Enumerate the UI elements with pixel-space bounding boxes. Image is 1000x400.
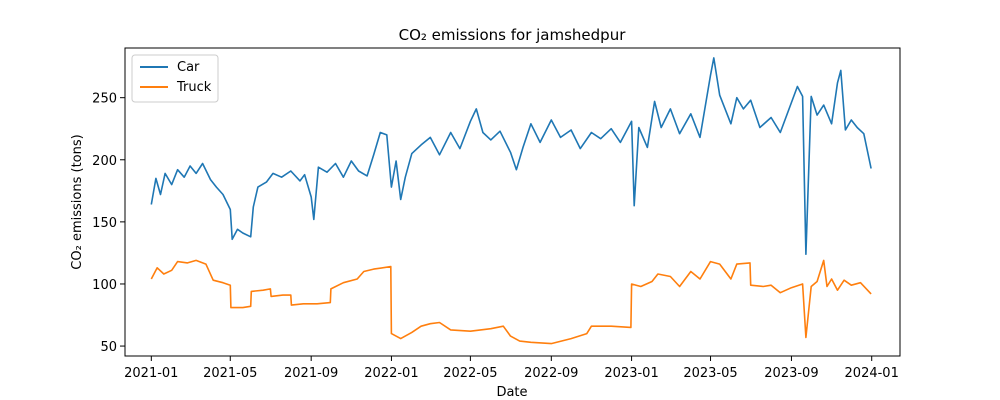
y-tick-label: 150 <box>92 216 117 231</box>
x-tick-label: 2023-09 <box>764 366 818 381</box>
x-tick-label: 2022-05 <box>443 366 497 381</box>
chart-title: CO₂ emissions for jamshedpur <box>399 26 627 44</box>
x-tick-label: 2023-05 <box>683 366 737 381</box>
legend-label-truck: Truck <box>176 80 212 95</box>
y-axis-label: CO₂ emissions (tons) <box>70 134 85 269</box>
legend: Car Truck <box>131 54 219 103</box>
x-axis-label: Date <box>496 385 527 400</box>
series-line-car <box>150 57 872 255</box>
series-line-truck <box>150 259 872 345</box>
x-tick-label: 2021-05 <box>203 366 257 381</box>
x-tick-label: 2021-09 <box>284 366 338 381</box>
x-tick-label: 2022-09 <box>524 366 578 381</box>
x-tick-label: 2024-01 <box>845 366 899 381</box>
x-tick-label: 2022-01 <box>364 366 418 381</box>
plot-frame <box>124 47 901 357</box>
legend-label-car: Car <box>177 60 200 75</box>
y-tick-label: 200 <box>92 154 117 169</box>
y-tick-label: 250 <box>92 92 117 107</box>
x-tick-label: 2023-01 <box>604 366 658 381</box>
plot-area <box>125 48 900 356</box>
y-tick-label: 100 <box>92 278 117 293</box>
x-tick-label: 2021-01 <box>124 366 178 381</box>
y-tick-label: 50 <box>100 340 117 355</box>
